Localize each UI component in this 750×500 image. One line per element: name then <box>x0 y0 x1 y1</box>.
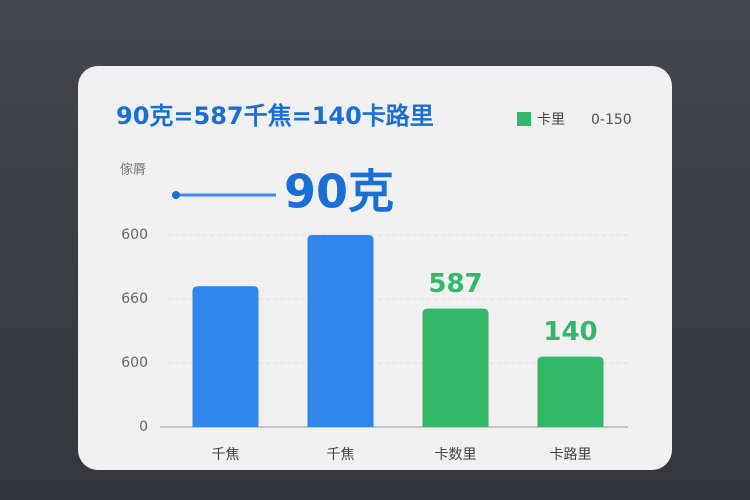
y-tick-label: 600 <box>121 355 148 371</box>
bar <box>537 356 604 427</box>
bar <box>192 286 259 427</box>
bar <box>307 235 374 427</box>
legend-swatch <box>517 112 531 126</box>
bar-annotation: 587 <box>428 269 482 299</box>
bar-annotation: 140 <box>543 317 597 347</box>
x-tick-label: 千焦 <box>212 447 240 463</box>
x-tick-label: 卡数里 <box>435 447 477 463</box>
legend-range: 0-150 <box>591 112 632 128</box>
highlight-dot <box>172 191 180 199</box>
x-tick-label: 卡路里 <box>550 447 592 463</box>
bar <box>422 308 489 427</box>
y-axis-label: 傢脣 <box>120 163 146 178</box>
legend-label: 卡里 <box>537 112 565 128</box>
y-tick-label: 600 <box>121 227 148 243</box>
y-tick-label: 0 <box>139 419 148 435</box>
x-tick-label: 千焦 <box>327 447 355 463</box>
chart-title: 90克=587千焦=140卡路里 <box>116 102 434 130</box>
y-tick-label: 660 <box>121 291 148 307</box>
highlight-text: 90克 <box>284 165 394 219</box>
